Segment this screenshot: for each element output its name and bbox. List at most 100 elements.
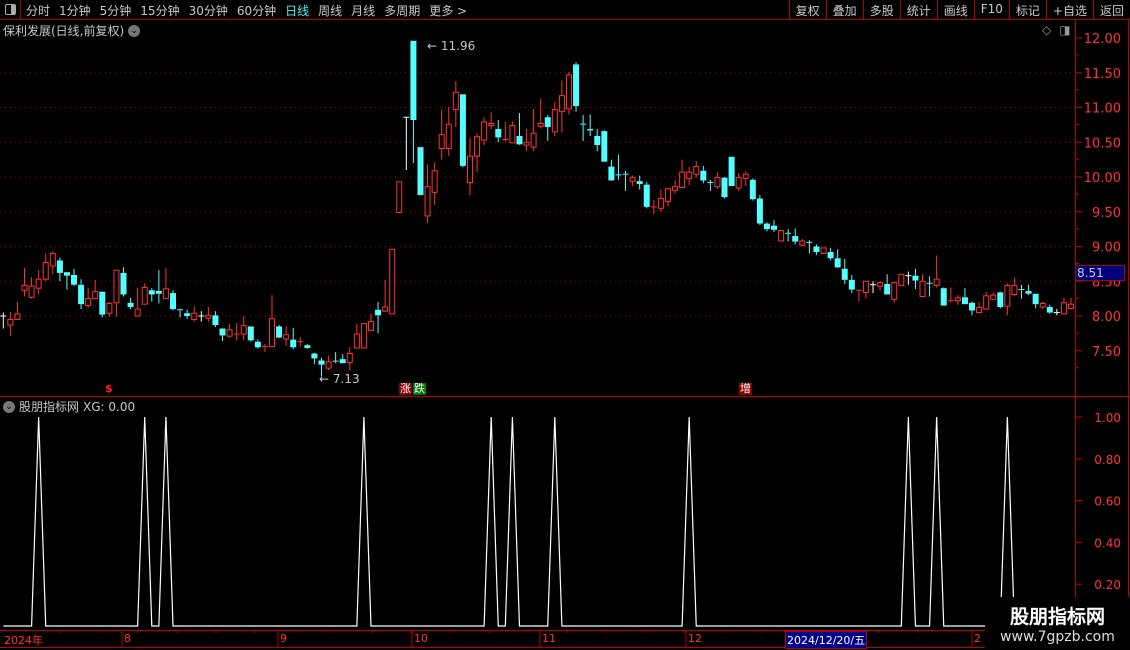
candle <box>367 313 374 332</box>
watermark: 股朋指标网 www.7gpzb.com <box>985 597 1130 650</box>
candle-body <box>106 302 113 314</box>
candle <box>820 247 827 255</box>
candle-body <box>49 252 56 267</box>
diamond-icon[interactable]: ◇ <box>1042 23 1052 37</box>
candle <box>1004 283 1011 316</box>
candle <box>771 220 778 232</box>
candle <box>742 171 749 187</box>
candle <box>382 279 389 312</box>
restore-rights-button[interactable]: 复权 <box>788 0 826 20</box>
tab-period[interactable]: 60分钟 <box>236 4 277 18</box>
chart-tools: ◇ ◨ <box>1042 23 1071 37</box>
candle-body <box>127 302 134 307</box>
candle <box>120 267 127 297</box>
candle <box>304 343 311 349</box>
panel-icon[interactable]: ◨ <box>1059 23 1071 37</box>
tab-period[interactable]: 分时 <box>26 4 51 18</box>
candle-body <box>474 136 481 157</box>
candle-body <box>1039 302 1046 308</box>
candle-body <box>862 280 869 293</box>
sidebar-toggle-button[interactable] <box>0 0 21 20</box>
candle-body <box>961 297 968 305</box>
tab-period[interactable]: 多周期 <box>384 4 421 18</box>
f10-button[interactable]: F10 <box>973 0 1009 20</box>
candle <box>474 133 481 173</box>
candle <box>495 120 502 143</box>
candle <box>961 288 968 305</box>
candle <box>63 272 70 290</box>
back-button[interactable]: 返回 <box>1092 0 1130 20</box>
candle-body <box>841 268 848 280</box>
tab-period[interactable]: 5分钟 <box>99 4 132 18</box>
price-tick-label: 10.00 <box>1084 171 1121 186</box>
more-menu[interactable]: 更多 > <box>429 4 468 18</box>
candle-body <box>933 278 940 286</box>
date-label: 9 <box>280 632 287 645</box>
mark-button[interactable]: 标记 <box>1008 0 1046 20</box>
candle <box>332 352 339 364</box>
candle-body <box>226 329 233 337</box>
tab-period[interactable]: 月线 <box>351 4 376 18</box>
candle-body <box>686 171 693 179</box>
overlay-button[interactable]: 叠加 <box>825 0 863 20</box>
tab-period[interactable]: 周线 <box>318 4 343 18</box>
candle <box>1068 297 1074 310</box>
candle <box>969 301 976 316</box>
candle-body <box>452 91 459 111</box>
candle-body <box>1032 293 1039 305</box>
candle-body <box>389 248 396 315</box>
candle-body <box>459 94 466 166</box>
candle <box>431 162 438 205</box>
candle <box>848 274 855 294</box>
date-label: 8 <box>124 632 131 645</box>
candle <box>622 170 629 191</box>
candle <box>170 290 177 311</box>
candle-body <box>431 170 438 193</box>
candle-body <box>643 184 650 207</box>
candle-body <box>247 326 254 341</box>
chevron-down-icon[interactable]: ⌄ <box>128 24 141 37</box>
add-watchlist-button[interactable]: +自选 <box>1045 0 1093 20</box>
tab-period[interactable]: 1分钟 <box>59 4 91 18</box>
candle <box>686 166 693 186</box>
candle-body <box>799 240 806 246</box>
candle-body <box>516 135 523 145</box>
candle <box>318 357 325 377</box>
candle <box>7 311 14 337</box>
indicator-tick-label: 0.80 <box>1094 453 1121 467</box>
candle-body <box>664 188 671 202</box>
draw-line-button[interactable]: 画线 <box>936 0 974 20</box>
candle <box>205 306 212 322</box>
candle-body <box>488 122 495 127</box>
candle-body <box>1060 302 1067 315</box>
candle <box>877 281 884 291</box>
candle-body <box>891 282 898 300</box>
tab-period[interactable]: 15分钟 <box>140 4 180 18</box>
candle <box>1053 309 1060 316</box>
candle-body <box>721 177 728 198</box>
indicator-name: 股朋指标网 <box>19 400 80 414</box>
statistics-button[interactable]: 统计 <box>899 0 937 20</box>
multi-stock-button[interactable]: 多股 <box>862 0 900 20</box>
candle <box>1011 277 1018 296</box>
candle-body <box>170 293 177 310</box>
tab-period[interactable]: 30分钟 <box>188 4 228 18</box>
candle <box>827 247 834 261</box>
candle <box>841 259 848 285</box>
price-tick-label: 8.00 <box>1092 310 1121 325</box>
candle <box>481 117 488 146</box>
candle-body <box>21 284 28 291</box>
candle <box>834 249 841 269</box>
candle <box>940 287 947 306</box>
stock-title: 保利发展(日线,前复权) <box>3 24 125 38</box>
candle <box>177 309 184 318</box>
candle <box>14 302 21 320</box>
watermark-url: www.7gpzb.com <box>1000 629 1115 645</box>
candle <box>714 172 721 189</box>
tab-daily[interactable]: 日线 <box>285 4 310 18</box>
candle-body <box>827 252 834 259</box>
candle <box>763 222 770 232</box>
chevron-down-icon[interactable]: ⌄ <box>3 400 15 413</box>
candle-body <box>339 359 346 364</box>
